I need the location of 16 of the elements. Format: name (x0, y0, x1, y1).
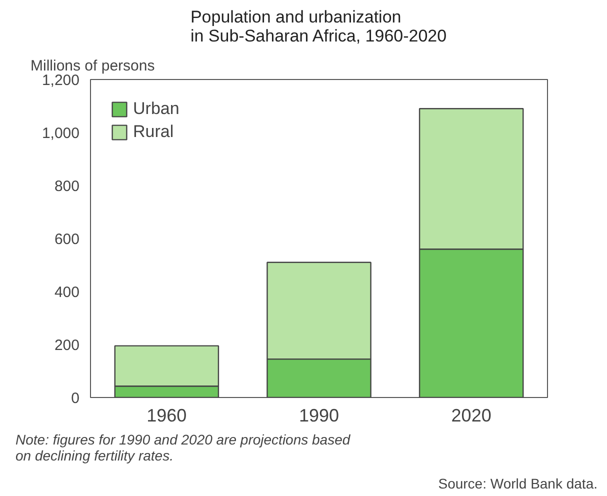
y-tick-label: 800 (54, 178, 80, 195)
legend-label: Urban (133, 99, 180, 119)
text: Note: figures for 1990 and 2020 are projections based on declining fertility rates. (16, 432, 352, 464)
y-tick-label: 0 (71, 390, 80, 407)
y-tick-label: 400 (54, 284, 80, 301)
x-tick-label: 2020 (451, 406, 492, 426)
legend-label: Rural (133, 122, 174, 142)
y-tick-label: 1,200 (42, 72, 80, 89)
y-axis-title: Millions of persons (30, 58, 155, 74)
x-tick-label: 1990 (298, 406, 340, 426)
source-note: Source: World Bank data. (438, 476, 598, 492)
chart-title: Population and urbanization in Sub-Saharan Africa, 1960-2020 (190, 8, 447, 46)
y-tick-label: 1,000 (42, 125, 80, 142)
x-tick-label: 1960 (146, 406, 187, 426)
y-tick-label: 200 (54, 337, 80, 354)
y-tick-label: 600 (54, 231, 80, 248)
